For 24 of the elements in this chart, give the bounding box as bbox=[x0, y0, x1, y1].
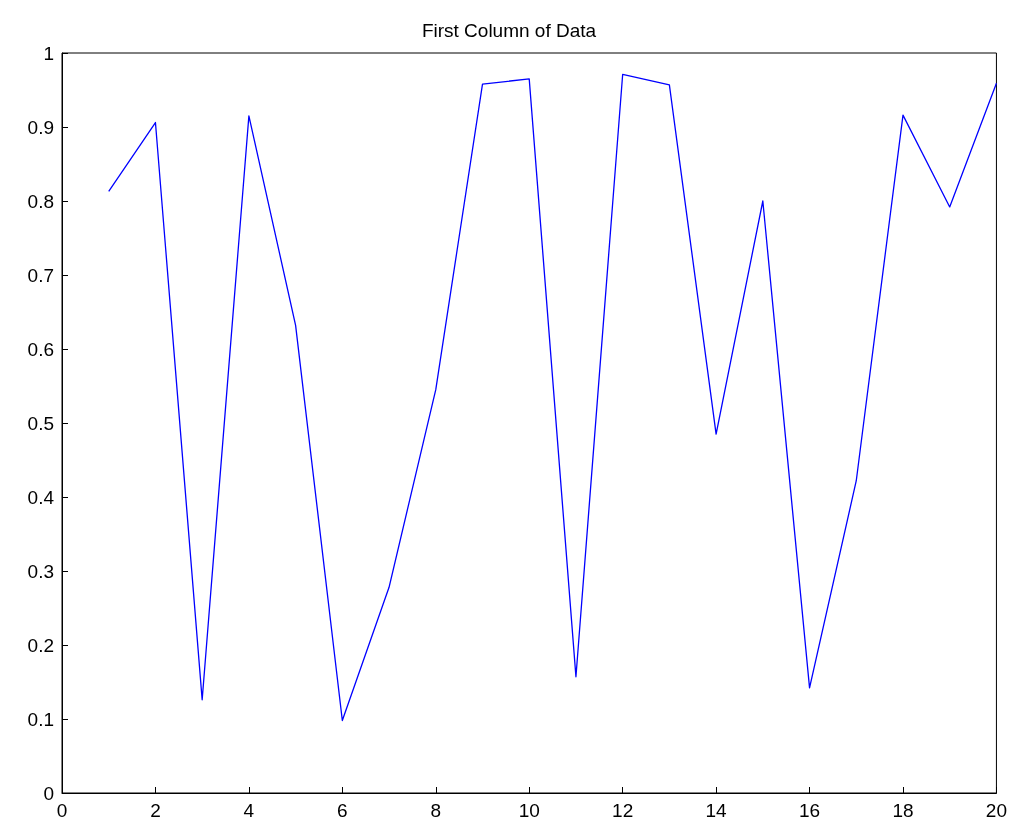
y-tick-label: 1 bbox=[43, 42, 54, 64]
x-tick-label: 8 bbox=[430, 800, 442, 821]
x-tick-label: 0 bbox=[56, 800, 68, 821]
y-tick-label: 0.3 bbox=[27, 560, 54, 582]
y-tick-label: 0.4 bbox=[27, 486, 55, 508]
y-tick-label: 0.9 bbox=[27, 116, 54, 138]
x-tick-label: 18 bbox=[892, 800, 914, 821]
y-tick-label: 0.5 bbox=[27, 412, 54, 434]
x-tick-label: 14 bbox=[705, 800, 728, 821]
y-tick-label: 0.7 bbox=[27, 264, 54, 286]
chart-title: First Column of Data bbox=[421, 20, 597, 41]
x-tick-label: 6 bbox=[337, 800, 348, 821]
y-tick-label: 0.1 bbox=[27, 708, 54, 730]
x-tick-label: 20 bbox=[985, 800, 1007, 821]
y-tick-label: 0 bbox=[43, 782, 54, 804]
y-tick-label: 0.2 bbox=[27, 634, 54, 656]
x-tick-label: 2 bbox=[150, 800, 161, 821]
x-tick-label: 16 bbox=[798, 800, 821, 821]
x-tick-label: 4 bbox=[243, 800, 255, 821]
y-tick-label: 0.6 bbox=[27, 338, 54, 360]
x-tick-label: 12 bbox=[612, 800, 634, 821]
y-tick-label: 0.8 bbox=[27, 190, 54, 212]
line-series bbox=[108, 73, 998, 722]
x-tick-label: 10 bbox=[518, 800, 540, 821]
